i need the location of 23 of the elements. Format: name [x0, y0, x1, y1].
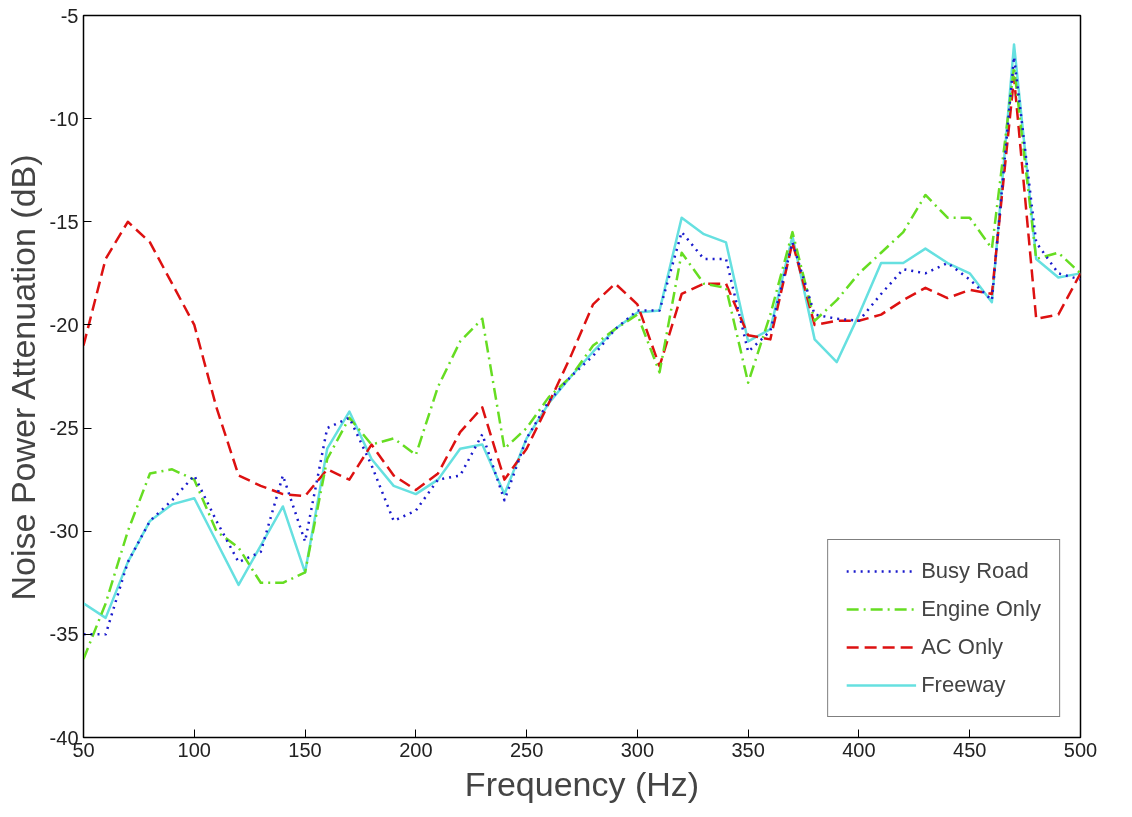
x-tick-label: 400 [842, 738, 876, 761]
legend-label: Engine Only [921, 596, 1041, 622]
x-tick-label: 350 [731, 738, 765, 761]
x-tick-label: 200 [399, 738, 433, 761]
y-tick-label: -25 [49, 417, 79, 440]
x-tick-label: 450 [953, 738, 987, 761]
y-axis-title: Noise Power Attenuation (dB) [3, 154, 42, 601]
x-tick-label: 250 [509, 738, 544, 761]
x-tick-label: 100 [177, 738, 211, 761]
x-axis-title: Frequency (Hz) [464, 764, 700, 803]
y-tick-label: -20 [49, 313, 79, 336]
legend-label: AC Only [921, 634, 1004, 660]
y-tick-label: -15 [49, 210, 79, 233]
x-tick-label: 300 [620, 738, 655, 761]
legend-label: Busy Road [921, 558, 1029, 584]
y-tick-label: -5 [60, 4, 79, 27]
y-tick-label: -10 [49, 107, 79, 130]
y-tick-label: -30 [49, 520, 79, 543]
line-series [83, 76, 1081, 498]
y-tick-label: -35 [49, 623, 79, 646]
legend-label: Freeway [921, 672, 1006, 698]
x-tick-label: 150 [288, 738, 322, 761]
x-tick-label: 500 [1063, 738, 1098, 761]
